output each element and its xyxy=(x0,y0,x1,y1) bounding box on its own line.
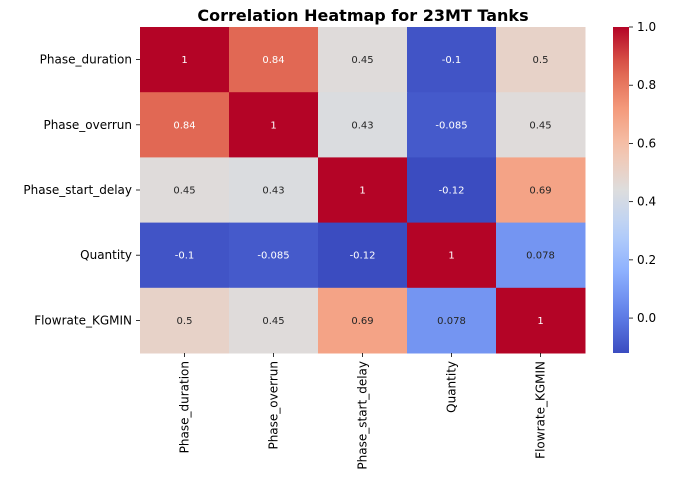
cell-label-1-1: 1 xyxy=(270,120,276,131)
y-tick-label-2: Phase_start_delay xyxy=(23,183,132,197)
cell-label-3-4: 0.078 xyxy=(526,251,555,262)
colorbar-tick-label-3: 0.6 xyxy=(637,136,656,150)
heatmap-cell-4-4 xyxy=(496,287,586,354)
colorbar-tick-label-5: 1.0 xyxy=(637,20,656,34)
colorbar-tick-label-0: 0.0 xyxy=(637,311,656,325)
cell-label-2-4: 0.69 xyxy=(529,186,551,197)
heatmap-cell-4-3 xyxy=(407,287,497,354)
heatmap-cell-1-0 xyxy=(140,92,230,158)
cell-label-3-2: -0.12 xyxy=(350,251,376,262)
colorbar: 0.0 0.2 0.4 0.6 0.8 1.0 xyxy=(613,20,656,353)
cell-label-3-1: -0.085 xyxy=(257,251,289,262)
heatmap-cell-3-3 xyxy=(407,222,497,289)
cell-label-2-0: 0.45 xyxy=(173,186,195,197)
x-tick-label-1: Phase_overrun xyxy=(267,361,281,450)
cell-label-0-4: 0.5 xyxy=(533,55,549,66)
chart-title: Correlation Heatmap for 23MT Tanks xyxy=(197,6,528,25)
x-tick-label-4: Flowrate_KGMIN xyxy=(534,361,548,459)
heatmap-cell-1-3 xyxy=(407,92,497,158)
cell-label-3-3: 1 xyxy=(448,251,454,262)
x-tick-label-0: Phase_duration xyxy=(178,361,192,453)
colorbar-tick-label-4: 0.8 xyxy=(637,78,656,92)
heatmap-cell-3-0 xyxy=(140,222,230,289)
cell-label-2-2: 1 xyxy=(359,186,365,197)
heatmap-cell-1-1 xyxy=(229,92,319,158)
heatmap-cell-3-1 xyxy=(229,222,319,289)
cell-label-1-4: 0.45 xyxy=(529,120,551,131)
x-tick-label-2: Phase_start_delay xyxy=(356,361,370,470)
heatmap-cell-0-3 xyxy=(407,27,497,93)
cell-label-0-0: 1 xyxy=(181,55,187,66)
cell-label-0-3: -0.1 xyxy=(442,55,462,66)
colorbar-bar xyxy=(613,27,629,353)
x-axis-ticks: Phase_duration Phase_overrun Phase_start_d… xyxy=(178,353,548,470)
heatmap-cell-0-1 xyxy=(229,27,319,93)
heatmap-cell-2-2 xyxy=(318,157,408,224)
heatmap-cell-2-1 xyxy=(229,157,319,224)
cell-label-4-0: 0.5 xyxy=(177,316,193,327)
heatmap-cell-4-0 xyxy=(140,287,230,354)
heatmap-cell-4-1 xyxy=(229,287,319,354)
cell-label-4-1: 0.45 xyxy=(262,316,284,327)
cell-label-3-0: -0.1 xyxy=(175,251,195,262)
y-tick-label-4: Flowrate_KGMIN xyxy=(34,313,132,327)
cell-label-0-1: 0.84 xyxy=(262,55,284,66)
cell-label-2-3: -0.12 xyxy=(439,186,465,197)
y-tick-label-3: Quantity xyxy=(80,248,132,262)
heatmap-cell-3-2 xyxy=(318,222,408,289)
x-tick-label-3: Quantity xyxy=(445,361,459,413)
heatmap-cell-2-4 xyxy=(496,157,586,224)
heatmap-cell-3-4 xyxy=(496,222,586,289)
y-axis-ticks: Phase_duration Phase_overrun Phase_start_d… xyxy=(23,53,140,327)
cell-label-4-4: 1 xyxy=(537,316,543,327)
cell-label-1-3: -0.085 xyxy=(435,120,467,131)
cell-label-2-1: 0.43 xyxy=(262,186,284,197)
heatmap-cell-0-4 xyxy=(496,27,586,93)
heatmap-cell-1-4 xyxy=(496,92,586,158)
y-tick-label-1: Phase_overrun xyxy=(43,118,132,132)
cell-label-0-2: 0.45 xyxy=(351,55,373,66)
heatmap-cell-2-3 xyxy=(407,157,497,224)
cell-label-4-3: 0.078 xyxy=(437,316,466,327)
cell-label-1-0: 0.84 xyxy=(173,120,195,131)
cell-label-4-2: 0.69 xyxy=(351,316,373,327)
heatmap-cell-2-0 xyxy=(140,157,230,224)
heatmap-cells: 1 0.84 0.45 -0.1 0.5 0.84 1 0.43 -0.085 0.45 0.45 0… xyxy=(140,27,586,354)
cell-label-1-2: 0.43 xyxy=(351,120,373,131)
y-tick-label-0: Phase_duration xyxy=(40,53,132,67)
heatmap-cell-1-2 xyxy=(318,92,408,158)
colorbar-tick-label-1: 0.2 xyxy=(637,253,656,267)
heatmap-cell-0-0 xyxy=(140,27,230,93)
heatmap-cell-4-2 xyxy=(318,287,408,354)
colorbar-tick-label-2: 0.4 xyxy=(637,195,656,209)
heatmap-cell-0-2 xyxy=(318,27,408,93)
